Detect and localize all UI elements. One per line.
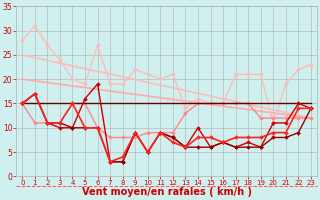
X-axis label: Vent moyen/en rafales ( km/h ): Vent moyen/en rafales ( km/h ) — [82, 187, 252, 197]
